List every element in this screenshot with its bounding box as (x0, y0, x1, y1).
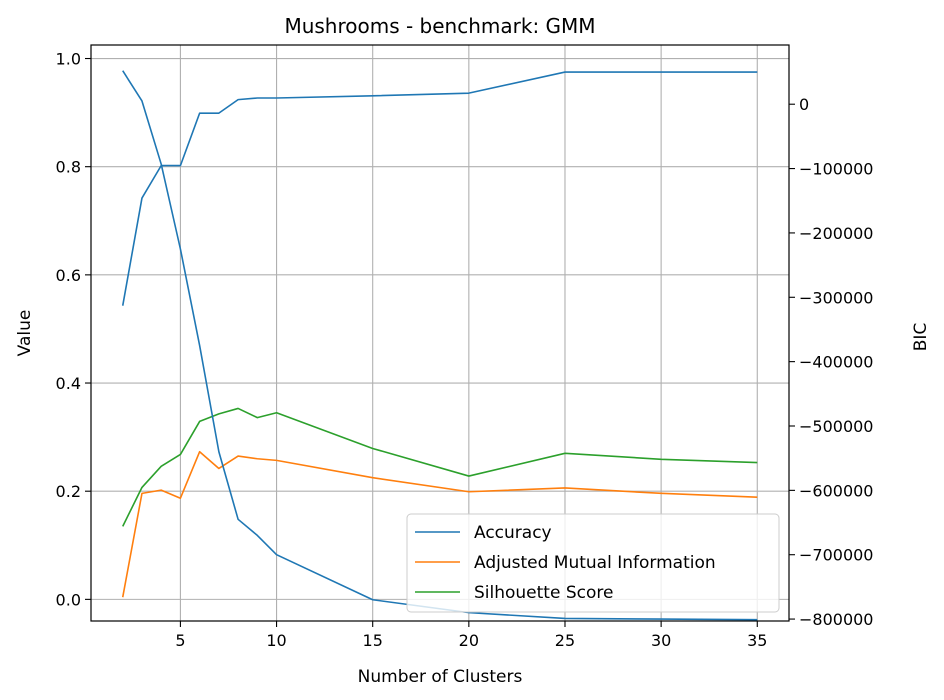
series-line-adjusted-mutual-information (121, 450, 758, 598)
legend: Accuracy Adjusted Mutual Information Silho… (406, 513, 780, 613)
y-tick-label: 0.2 (56, 482, 81, 501)
y-axis-label: Value (15, 310, 35, 357)
series-line-accuracy (121, 71, 758, 306)
y2-tick-label: −300000 (799, 288, 873, 307)
legend-label: Adjusted Mutual Information (474, 553, 716, 573)
x-tick-label: 25 (555, 631, 575, 650)
x-tick-label: 35 (747, 631, 767, 650)
y2-tick-label: −600000 (799, 481, 873, 500)
y2-tick-label: 0 (799, 95, 809, 114)
chart-title: Mushrooms - benchmark: GMM (284, 14, 595, 38)
y-tick-label: 0.0 (56, 590, 81, 609)
series-layer (121, 70, 758, 621)
series-line-bic (122, 70, 758, 621)
y2-tick-label: −500000 (799, 417, 873, 436)
x-tick-label: 30 (651, 631, 671, 650)
grid (91, 45, 789, 621)
legend-label: Accuracy (474, 523, 552, 543)
y-tick-label: 0.6 (56, 266, 81, 285)
y-axis: 0.0 0.2 0.4 0.6 0.8 1.0 (56, 50, 91, 609)
y2-tick-label: −200000 (799, 224, 873, 243)
x-axis-label: Number of Clusters (358, 667, 523, 687)
y2-axis-label: BIC (911, 323, 931, 352)
series-line-silhouette-score (122, 407, 758, 527)
legend-box (406, 513, 780, 613)
x-tick-label: 5 (175, 631, 185, 650)
y-tick-label: 0.8 (56, 158, 81, 177)
y2-tick-label: −800000 (799, 610, 873, 629)
legend-label: Silhouette Score (474, 583, 613, 603)
plot-frame (90, 44, 790, 622)
y-tick-label: 0.4 (56, 374, 81, 393)
x-tick-label: 20 (459, 631, 479, 650)
x-tick-label: 10 (266, 631, 286, 650)
x-tick-label: 15 (363, 631, 383, 650)
y2-tick-label: −400000 (799, 353, 873, 372)
y2-tick-label: −700000 (799, 546, 873, 565)
x-axis: 5 10 15 20 25 30 35 (175, 621, 767, 650)
y2-axis: 0 −100000 −200000 −300000 −400000 −500000 −600… (789, 95, 873, 629)
y-tick-label: 1.0 (56, 50, 81, 69)
y2-tick-label: −100000 (799, 160, 873, 179)
